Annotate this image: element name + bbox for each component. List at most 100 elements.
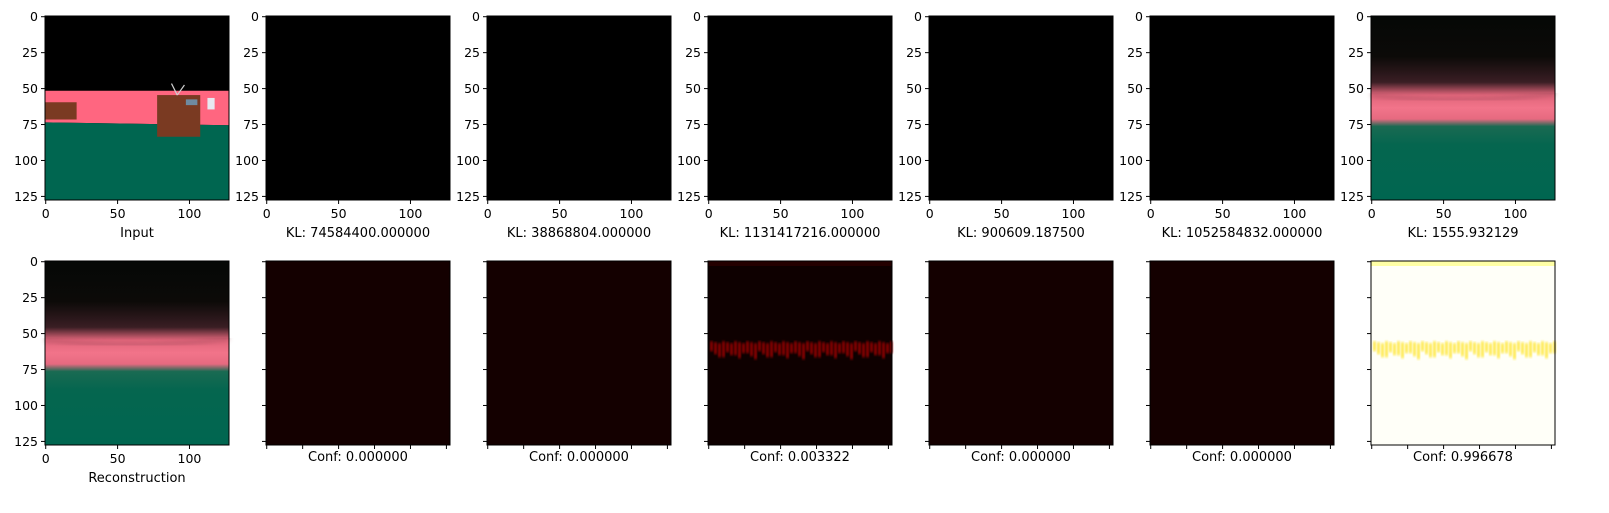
conf-band-cell xyxy=(830,341,833,356)
y-tick-label: 125 xyxy=(898,189,922,204)
y-tick-label: 125 xyxy=(1119,189,1143,204)
conf-band-cell xyxy=(770,341,773,358)
conf-band-cell xyxy=(1389,342,1392,353)
y-tick-label: 0 xyxy=(30,254,38,269)
panel-top_row-4: 0 25 50 75 100 125 0 50 100 KL: 900609.187500 xyxy=(898,9,1114,241)
conf-band-cell xyxy=(1513,343,1516,360)
conf-band-cell xyxy=(1401,342,1404,359)
conf-band-cell xyxy=(1509,342,1512,357)
axes-frame xyxy=(928,15,1114,201)
conf-band-cell xyxy=(734,341,737,356)
conf-band-cell xyxy=(1437,342,1440,353)
conf-band-cell xyxy=(1521,342,1524,355)
panel-bottom_row-5: Conf: 0.000000 xyxy=(1146,260,1335,465)
y-tick-label: 100 xyxy=(1119,153,1143,168)
y-tick-label: 25 xyxy=(22,290,38,305)
conf-band-cell xyxy=(1429,343,1432,358)
y-tick-label: 25 xyxy=(906,45,922,60)
conf-band-cell xyxy=(818,341,821,358)
panel-bottom_row-4: Conf: 0.000000 xyxy=(925,260,1114,465)
x-tick-label: 50 xyxy=(110,206,126,221)
panel-caption: Conf: 0.996678 xyxy=(1413,450,1513,465)
conf-band-cell xyxy=(1549,343,1552,354)
y-tick-label: 0 xyxy=(1356,9,1364,24)
conf-band-cell xyxy=(1453,343,1456,354)
wall-edge xyxy=(44,337,230,347)
conf-band-cell xyxy=(754,343,757,360)
conf-band-cell xyxy=(742,343,745,354)
y-tick-label: 25 xyxy=(685,45,701,60)
conf-band-cell xyxy=(826,343,829,356)
y-tick-label: 50 xyxy=(1348,81,1364,96)
x-tick-label: 100 xyxy=(178,206,202,221)
conf-edge-top xyxy=(1371,261,1555,266)
conf-band-cell xyxy=(782,341,785,356)
floor-region xyxy=(45,122,229,200)
axes-frame xyxy=(265,260,451,446)
panel-bottom_row-0: 0 25 50 75 100 125 0 50 100 Reconstruction xyxy=(14,254,230,486)
panel-bottom_row-2: Conf: 0.000000 xyxy=(483,260,672,465)
y-tick-label: 100 xyxy=(235,153,259,168)
y-tick-label: 0 xyxy=(30,9,38,24)
y-tick-label: 125 xyxy=(677,189,701,204)
y-tick-label: 0 xyxy=(1135,9,1143,24)
kl-image xyxy=(1150,16,1334,200)
conf-band-cell xyxy=(1485,342,1488,353)
conf-band-cell xyxy=(1505,341,1508,354)
axes-frame xyxy=(928,260,1114,446)
conf-band-cell xyxy=(1489,343,1492,356)
y-tick-label: 125 xyxy=(1340,189,1364,204)
conf-map xyxy=(929,261,1113,445)
panel-caption: Reconstruction xyxy=(88,471,185,486)
y-tick-label: 50 xyxy=(906,81,922,96)
x-tick-label: 0 xyxy=(263,206,271,221)
conf-band-cell xyxy=(794,341,797,354)
conf-band-cell xyxy=(1385,341,1388,358)
panel-caption: KL: 1052584832.000000 xyxy=(1162,226,1323,241)
y-tick-label: 0 xyxy=(693,9,701,24)
kl-image xyxy=(266,16,450,200)
conf-band-cell xyxy=(714,342,717,355)
conf-band-cell xyxy=(858,342,861,355)
axes-frame xyxy=(1149,15,1335,201)
axes-frame xyxy=(1370,260,1556,446)
conf-band-cell xyxy=(1469,341,1472,352)
object-left xyxy=(45,102,77,120)
conf-band-cell xyxy=(846,342,849,357)
conf-band-cell xyxy=(730,343,733,356)
y-tick-label: 75 xyxy=(22,117,38,132)
conf-band-cell xyxy=(1477,343,1480,358)
conf-band-cell xyxy=(1409,341,1412,354)
conf-band-cell xyxy=(806,341,809,352)
x-tick-label: 100 xyxy=(1062,206,1086,221)
x-tick-label: 50 xyxy=(1436,206,1452,221)
conf-band-cell xyxy=(842,341,845,354)
conf-band-cell xyxy=(802,343,805,360)
conf-band-cell xyxy=(1529,341,1532,358)
conf-band-cell xyxy=(822,342,825,353)
conf-band-cell xyxy=(1473,342,1476,355)
conf-band-cell xyxy=(874,343,877,356)
y-tick-label: 100 xyxy=(14,153,38,168)
conf-band-cell xyxy=(1541,341,1544,356)
conf-band-cell xyxy=(1373,341,1376,352)
conf-band-cell xyxy=(1501,343,1504,354)
y-tick-label: 50 xyxy=(22,326,38,341)
conf-band-cell xyxy=(814,343,817,358)
conf-band-cell xyxy=(810,342,813,355)
conf-band-cell xyxy=(1465,343,1468,360)
x-tick-label: 100 xyxy=(178,451,202,466)
conf-band-cell xyxy=(766,343,769,358)
conf-band-cell xyxy=(1417,343,1420,360)
conf-band-cell xyxy=(722,341,725,358)
panel-caption: Conf: 0.000000 xyxy=(1192,450,1292,465)
panel-caption: Conf: 0.000000 xyxy=(971,450,1071,465)
kl-image xyxy=(708,16,892,200)
y-tick-label: 0 xyxy=(914,9,922,24)
conf-band-cell xyxy=(838,343,841,354)
axes-frame xyxy=(1370,15,1556,201)
axes-frame xyxy=(44,260,230,446)
x-tick-label: 100 xyxy=(1504,206,1528,221)
panel-caption: KL: 74584400.000000 xyxy=(286,226,430,241)
conf-band-cell xyxy=(1397,341,1400,356)
